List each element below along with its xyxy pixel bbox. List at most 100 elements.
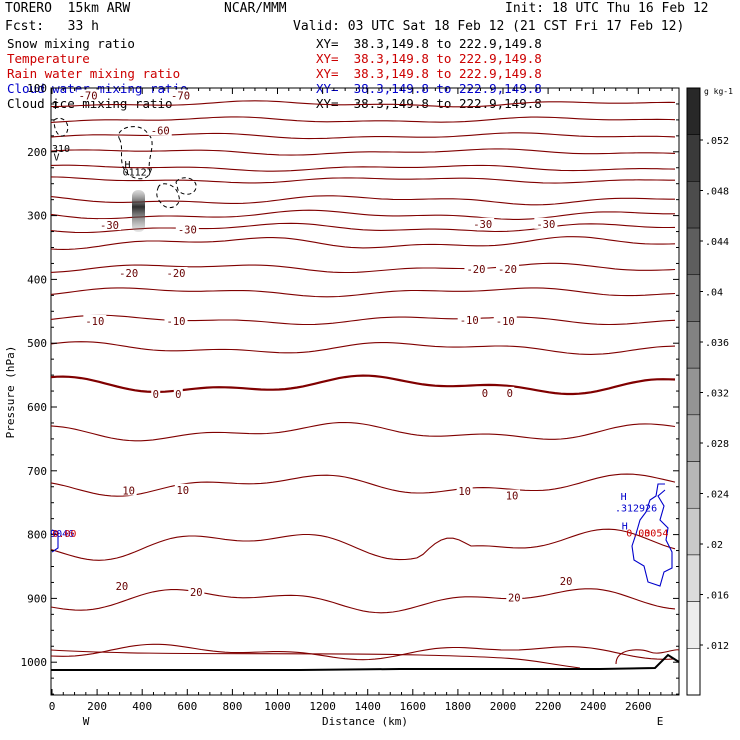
contour-label: 10 xyxy=(176,485,189,497)
isotherm-line xyxy=(50,132,676,140)
contour-label-bg xyxy=(76,89,100,101)
contour-label-bg xyxy=(98,219,122,231)
y-tick-label: 500 xyxy=(27,337,47,350)
contour-label: 20 xyxy=(508,593,521,605)
contour-label-bg xyxy=(83,314,107,326)
x-tick-label: 1600 xyxy=(400,700,427,713)
colorbar-tick-label: .028 xyxy=(705,439,729,450)
colorbar: .052 .048 .044 .04 .036 .032 .028 .024 .02 .016 .0… xyxy=(686,87,729,696)
field-xy: XY= 38.3,149.8 to 222.9,149.8 xyxy=(316,36,542,51)
field-xy: XY= 38.3,149.8 to 222.9,149.8 xyxy=(316,66,542,81)
x-axis-label: Distance (km) xyxy=(322,715,408,728)
y-tick-label: 300 xyxy=(27,210,47,223)
colorbar-swatch xyxy=(686,321,701,369)
isotherm-line xyxy=(50,176,675,184)
colorbar-swatch xyxy=(686,87,701,135)
contour-label: 10 xyxy=(506,491,519,503)
colorbar-tick-label: .016 xyxy=(705,591,729,602)
contour-label: -10 xyxy=(460,315,479,327)
x-tick-label: 1200 xyxy=(309,700,336,713)
x-tick-label: 2400 xyxy=(580,700,607,713)
field-marker: H xyxy=(621,492,627,503)
east-end-label: E xyxy=(657,715,664,728)
contour-label-bg xyxy=(188,585,205,597)
colorbar-tick-label: .048 xyxy=(705,187,729,198)
contour-label-bg xyxy=(496,263,520,275)
contour-label-bg xyxy=(175,223,199,235)
contour-label-bg xyxy=(471,217,495,229)
x-tick-label: 600 xyxy=(177,700,197,713)
temperature-contours xyxy=(50,100,680,669)
isotherm-line xyxy=(50,100,676,108)
colorbar-tick-label: .044 xyxy=(705,237,729,248)
contour-label-bg xyxy=(120,484,137,496)
isotherm-line xyxy=(50,473,676,497)
isotherm-line xyxy=(50,528,676,561)
colorbar-tick-label: .036 xyxy=(705,338,729,349)
isotherm-line xyxy=(50,209,675,220)
contour-label: -70 xyxy=(79,91,98,103)
contour-label-bg xyxy=(113,580,130,592)
colorbar-tick-label: .04 xyxy=(705,288,723,299)
contour-label-bg xyxy=(164,314,188,326)
x-axis: 0 200 400 600 800 1000 1200 1400 1600 1800 2000 220… xyxy=(49,88,673,713)
field-name: Rain water mixing ratio xyxy=(7,66,181,81)
x-tick-label: 2000 xyxy=(490,700,517,713)
y-tick-label: 200 xyxy=(27,146,47,159)
contour-label: -30 xyxy=(178,225,197,237)
temperature-labels: -70 -70 -60 -30 -30 -30 -30 -20 -20 -20 -20 -10 -10 -… xyxy=(76,89,575,605)
field-marker: 0.00 xyxy=(52,529,76,540)
y-tick-label: 700 xyxy=(27,465,47,478)
contour-label: 0 xyxy=(175,389,181,401)
cloud-ice-line xyxy=(118,126,153,180)
contour-label: 20 xyxy=(116,581,129,593)
isotherm-line xyxy=(50,164,676,172)
cloud-water-line xyxy=(631,483,673,587)
y-tick-label: 800 xyxy=(27,529,47,542)
init-time: Init: 18 UTC Thu 16 Feb 12 xyxy=(505,1,709,16)
field-marker: H xyxy=(622,521,628,532)
field-name: Snow mixing ratio xyxy=(7,36,135,51)
center-name: NCAR/MMM xyxy=(224,1,287,16)
isotherm-line xyxy=(50,314,676,326)
colorbar-swatch xyxy=(686,601,701,649)
colorbar-swatch xyxy=(686,181,701,229)
cloud-ice-contours xyxy=(53,117,197,209)
contour-label: -20 xyxy=(119,268,138,280)
colorbar-swatch xyxy=(686,367,701,416)
contour-label: 0 xyxy=(482,388,488,400)
colorbar-tick-label: .032 xyxy=(705,389,729,400)
field-marker: 9046 xyxy=(50,529,74,540)
contour-label-bg xyxy=(151,388,161,400)
colorbar-tick-label: .02 xyxy=(705,540,723,551)
colorbar-swatch xyxy=(686,507,701,556)
contour-label-bg xyxy=(174,483,191,495)
contour-label: 10 xyxy=(458,486,471,498)
forecast-hour: Fcst: 33 h xyxy=(5,19,99,34)
x-tick-label: 2200 xyxy=(535,700,562,713)
isotherm-line xyxy=(50,643,676,661)
field-marker: H xyxy=(125,160,131,171)
contour-label: -20 xyxy=(466,264,485,276)
isotherm-line xyxy=(50,588,676,614)
contour-label-bg xyxy=(173,388,183,400)
contour-label: -30 xyxy=(473,219,492,231)
field-marker: 0.00 xyxy=(626,529,650,540)
y-tick-label: 600 xyxy=(27,401,47,414)
contour-label-bg xyxy=(457,314,481,326)
contour-label: -20 xyxy=(167,268,186,280)
colorbar-swatch xyxy=(686,134,701,182)
cloud-water-contours xyxy=(51,483,673,587)
isotherm-line xyxy=(615,649,680,665)
contour-label-bg xyxy=(480,386,490,398)
colorbar-tick-label: .052 xyxy=(705,136,729,147)
y-tick-label: 1000 xyxy=(21,656,48,669)
contour-label: -10 xyxy=(496,316,515,328)
field-marker: 310 xyxy=(52,144,70,155)
contour-label-bg xyxy=(504,489,521,501)
x-tick-label: 1800 xyxy=(445,700,472,713)
cloud-ice-line xyxy=(175,177,197,195)
